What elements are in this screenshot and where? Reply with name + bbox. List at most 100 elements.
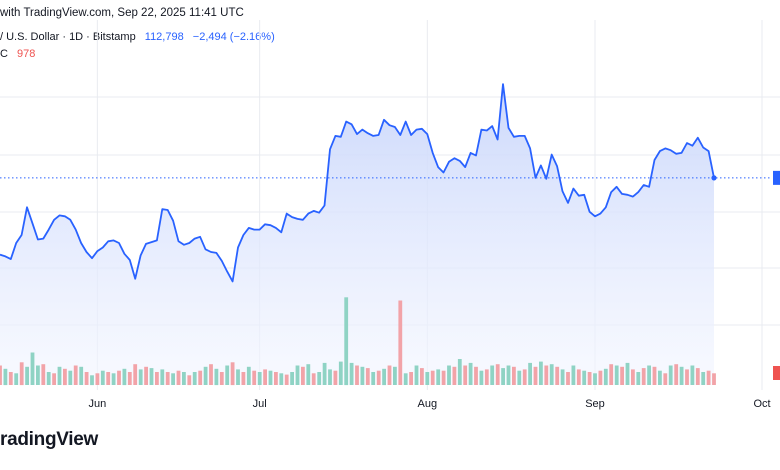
volume-bar [420, 368, 424, 385]
volume-bar [690, 365, 695, 385]
volume-bar [674, 364, 679, 385]
volume-bar [668, 365, 673, 385]
x-tick-label: Aug [418, 398, 438, 410]
volume-bar [317, 372, 322, 385]
volume-bar [609, 364, 614, 385]
volume-bar [414, 365, 419, 385]
volume-bar [138, 369, 143, 385]
volume-bar [393, 366, 397, 385]
last-price: 112,798 [144, 31, 184, 43]
volume-bar [425, 372, 430, 385]
volume-bar [328, 369, 332, 385]
volume-legend: C 978 [0, 48, 35, 60]
volume-bar [560, 369, 565, 385]
volume-bar [376, 370, 381, 385]
volume-bar [365, 368, 370, 385]
volume-bar [295, 365, 300, 385]
volume-bar [127, 372, 132, 385]
volume-bar [68, 370, 73, 385]
volume-bar [349, 362, 354, 385]
volume-bar [625, 362, 630, 385]
volume-bar [95, 373, 100, 385]
volume-bar [117, 370, 121, 385]
volume-bar [214, 368, 219, 386]
volume-bar [241, 372, 246, 385]
volume-bar [441, 370, 446, 385]
volume-bar [155, 372, 159, 385]
volume-bar [144, 366, 148, 385]
volume-bar [701, 372, 706, 385]
volume-bar [582, 370, 587, 385]
volume-value: 978 [17, 48, 36, 60]
volume-bar [8, 372, 13, 385]
volume-bar [46, 372, 51, 385]
volume-bar [641, 368, 646, 385]
x-tick-label: Jun [88, 398, 106, 410]
volume-bar [57, 366, 62, 385]
volume-bar [457, 359, 462, 385]
volume-bar [111, 373, 116, 385]
volume-bar [133, 364, 138, 385]
volume-bar [52, 373, 56, 385]
volume-bar [479, 370, 484, 385]
volume-bar [230, 362, 235, 386]
volume-bar [539, 361, 543, 385]
volume-bar [284, 374, 289, 385]
volume-bar [290, 372, 294, 385]
volume-bar [398, 300, 403, 385]
volume-bar [360, 366, 365, 385]
volume-bar [25, 366, 29, 385]
x-tick-label: Sep [585, 398, 605, 410]
tradingview-logo: radingView [0, 429, 99, 450]
volume-bar [430, 370, 435, 385]
volume-bar [0, 365, 2, 385]
volume-bar [636, 372, 641, 385]
volume-bar [566, 372, 570, 385]
volume-bar [620, 366, 624, 385]
volume-bar [203, 366, 208, 385]
volume-bar [187, 375, 192, 386]
price-change: −2,494 (−2.16%) [192, 31, 275, 43]
volume-bar [436, 369, 441, 385]
symbol-label: / U.S. Dollar · 1D · Bitstamp [0, 31, 136, 43]
volume-bar [463, 365, 468, 385]
volume-bar [512, 366, 516, 385]
volume-bar [106, 372, 111, 385]
volume-bar [198, 370, 203, 385]
volume-bar [122, 368, 127, 386]
volume-bar [84, 372, 89, 385]
volume-bar [371, 372, 376, 385]
volume-bar [182, 372, 186, 385]
volume-bar [679, 366, 684, 385]
volume-bar [160, 369, 165, 385]
volume-label: C [0, 48, 8, 60]
volume-bar [571, 365, 576, 385]
volume-bar [474, 366, 478, 385]
volume-bar [468, 362, 473, 385]
volume-bar [593, 373, 597, 385]
volume-bar [322, 362, 327, 385]
volume-bar [311, 373, 316, 385]
header-timestamp: with TradingView.com, Sep 22, 2025 11:41… [0, 7, 244, 19]
volume-bar [685, 369, 689, 385]
volume-bar [36, 365, 40, 385]
volume-bar [706, 370, 711, 385]
volume-bar [555, 366, 560, 385]
volume-axis-marker [773, 366, 780, 380]
volume-bar [63, 368, 67, 386]
last-price-point [711, 175, 717, 181]
price-axis-marker [773, 170, 780, 185]
volume-bar [268, 370, 273, 385]
volume-bar [3, 368, 8, 386]
volume-bar [209, 364, 213, 385]
x-tick-label: Oct [753, 398, 770, 410]
volume-bar [90, 375, 94, 386]
volume-bar [344, 297, 349, 386]
volume-bar [631, 369, 635, 385]
volume-bar [165, 372, 170, 385]
volume-bar [100, 370, 105, 385]
volume-bar [236, 369, 240, 385]
volume-bar [306, 364, 311, 385]
volume-bar [30, 352, 35, 385]
